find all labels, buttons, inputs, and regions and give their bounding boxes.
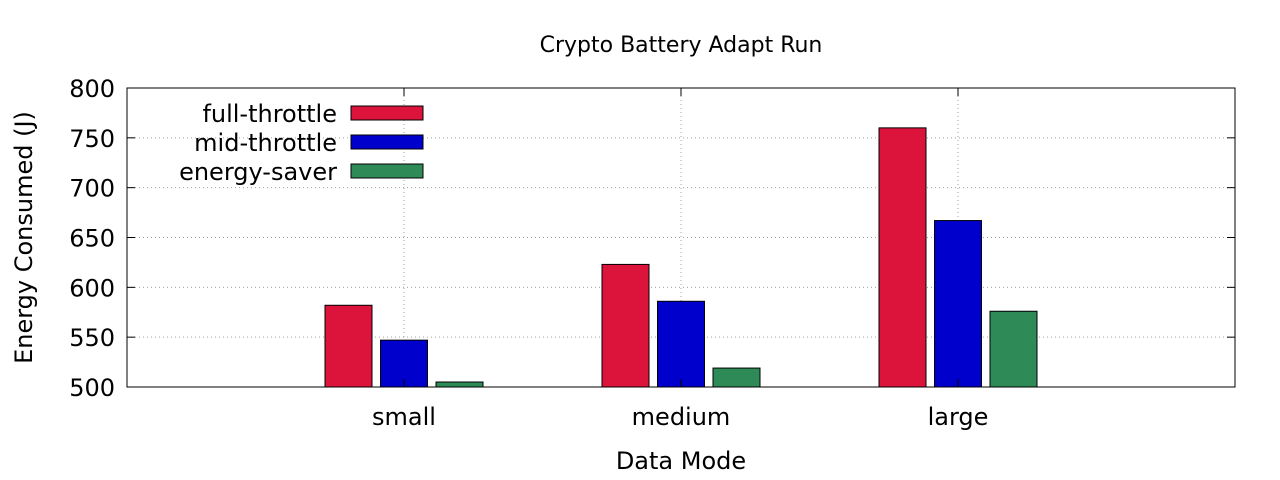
x-tick-label: large <box>928 403 989 431</box>
legend-label: energy-saver <box>179 158 337 186</box>
bar-full-throttle-medium <box>601 263 650 388</box>
x-tick-label: small <box>372 403 436 431</box>
bar-full-throttle-large <box>878 127 927 388</box>
y-axis-ticks: 500 550 600 650 700 750 800 <box>69 75 1235 402</box>
bar-energy-saver-small <box>435 381 484 388</box>
bar-energy-saver-large <box>989 310 1038 388</box>
y-tick-label: 550 <box>69 324 115 352</box>
bar-mid-throttle-large <box>934 220 982 388</box>
bar-mid-throttle-medium <box>657 300 705 388</box>
bar-full-throttle-small <box>324 304 373 388</box>
y-tick-label: 500 <box>69 374 115 402</box>
x-axis-label: Data Mode <box>616 447 746 475</box>
legend-swatch <box>350 163 424 179</box>
y-axis-label: Energy Consumed (J) <box>10 111 38 364</box>
bars <box>324 127 1038 388</box>
legend-label: mid-throttle <box>194 129 337 157</box>
chart-title: Crypto Battery Adapt Run <box>540 33 823 58</box>
bar-energy-saver-medium <box>712 367 761 388</box>
x-axis-ticks: small medium large <box>372 88 988 431</box>
y-tick-label: 650 <box>69 225 115 253</box>
legend-swatch <box>350 134 424 150</box>
y-tick-label: 750 <box>69 125 115 153</box>
y-tick-label: 600 <box>69 274 115 302</box>
grid <box>127 88 1235 387</box>
y-tick-label: 800 <box>69 75 115 103</box>
y-tick-label: 700 <box>69 175 115 203</box>
x-tick-label: medium <box>632 403 731 431</box>
legend-swatch <box>350 105 424 121</box>
legend-label: full-throttle <box>202 100 337 128</box>
